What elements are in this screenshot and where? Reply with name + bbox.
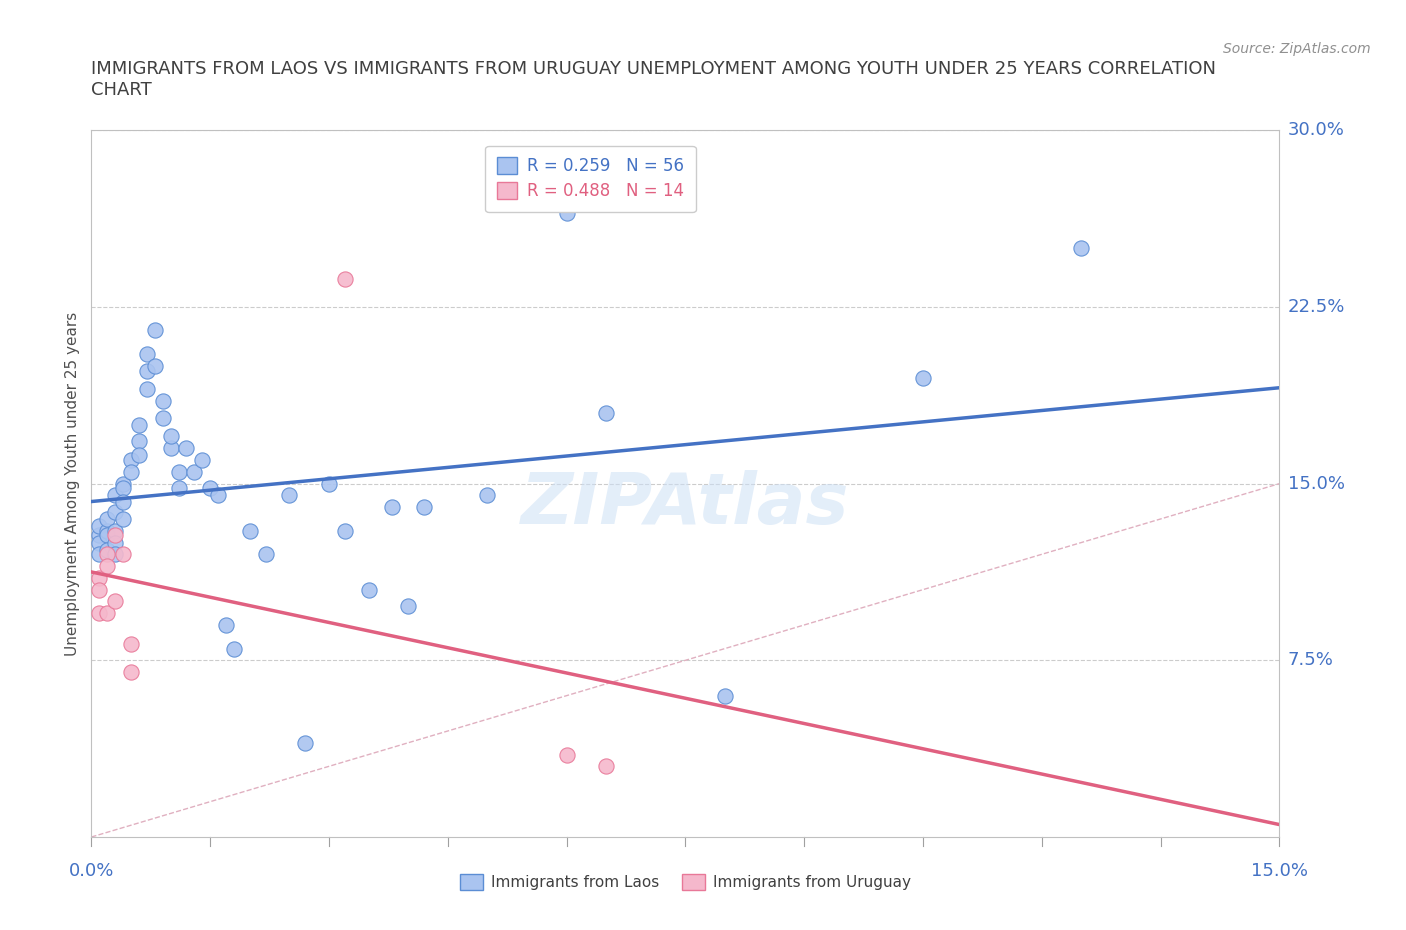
Point — [89, 535, 111, 550]
Point — [911, 370, 934, 385]
Point — [143, 358, 166, 373]
Point — [89, 570, 111, 585]
Point — [89, 547, 111, 562]
Point — [128, 448, 150, 463]
Point — [104, 528, 127, 543]
Point — [120, 453, 142, 468]
Point — [89, 528, 111, 543]
Point — [555, 206, 578, 220]
Text: ZIPAtlas: ZIPAtlas — [522, 471, 849, 539]
Point — [89, 605, 111, 620]
Point — [413, 499, 436, 514]
Point — [135, 382, 157, 397]
Point — [120, 636, 142, 651]
Point — [278, 488, 301, 503]
Point — [254, 547, 277, 562]
Point — [159, 429, 181, 444]
Point — [215, 618, 238, 632]
Legend: Immigrants from Laos, Immigrants from Uruguay: Immigrants from Laos, Immigrants from Ur… — [454, 869, 917, 897]
Point — [112, 476, 135, 491]
Point — [89, 519, 111, 534]
Point — [143, 323, 166, 338]
Point — [96, 542, 118, 557]
Y-axis label: Unemployment Among Youth under 25 years: Unemployment Among Youth under 25 years — [65, 312, 80, 656]
Point — [152, 410, 174, 425]
Point — [104, 488, 127, 503]
Point — [128, 418, 150, 432]
Text: 15.0%: 15.0% — [1288, 474, 1344, 493]
Point — [96, 524, 118, 538]
Point — [96, 605, 118, 620]
Point — [96, 547, 118, 562]
Point — [104, 594, 127, 609]
Text: 30.0%: 30.0% — [1288, 121, 1344, 140]
Point — [159, 441, 181, 456]
Text: 0.0%: 0.0% — [69, 862, 114, 880]
Point — [357, 582, 380, 597]
Point — [96, 559, 118, 574]
Point — [112, 547, 135, 562]
Point — [595, 405, 617, 420]
Point — [120, 464, 142, 479]
Point — [135, 363, 157, 378]
Point — [207, 488, 229, 503]
Point — [104, 535, 127, 550]
Point — [176, 441, 198, 456]
Point — [128, 433, 150, 448]
Point — [714, 688, 737, 703]
Point — [222, 641, 245, 656]
Point — [104, 547, 127, 562]
Point — [333, 272, 356, 286]
Point — [104, 524, 127, 538]
Point — [200, 481, 222, 496]
Point — [183, 464, 205, 479]
Text: 7.5%: 7.5% — [1288, 651, 1334, 670]
Point — [112, 481, 135, 496]
Point — [396, 599, 419, 614]
Point — [167, 464, 190, 479]
Point — [318, 476, 340, 491]
Point — [89, 582, 111, 597]
Point — [112, 495, 135, 510]
Text: IMMIGRANTS FROM LAOS VS IMMIGRANTS FROM URUGUAY UNEMPLOYMENT AMONG YOUTH UNDER 2: IMMIGRANTS FROM LAOS VS IMMIGRANTS FROM … — [91, 60, 1216, 100]
Point — [595, 759, 617, 774]
Point — [112, 512, 135, 526]
Point — [96, 512, 118, 526]
Point — [381, 499, 404, 514]
Text: 22.5%: 22.5% — [1288, 298, 1346, 316]
Point — [239, 524, 262, 538]
Point — [1070, 241, 1092, 256]
Point — [555, 747, 578, 762]
Point — [477, 488, 499, 503]
Text: 15.0%: 15.0% — [1251, 862, 1308, 880]
Point — [294, 736, 316, 751]
Point — [152, 393, 174, 408]
Point — [120, 665, 142, 680]
Point — [191, 453, 214, 468]
Point — [135, 347, 157, 362]
Text: Source: ZipAtlas.com: Source: ZipAtlas.com — [1223, 42, 1371, 56]
Point — [104, 504, 127, 519]
Point — [333, 524, 356, 538]
Point — [96, 528, 118, 543]
Point — [167, 481, 190, 496]
